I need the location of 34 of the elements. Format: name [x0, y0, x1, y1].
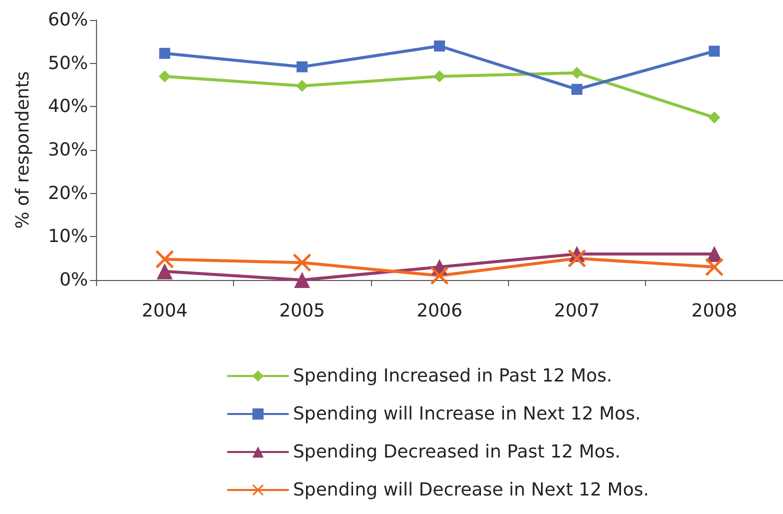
point: [294, 272, 310, 288]
point: [434, 40, 445, 52]
point: [708, 46, 720, 57]
x-tick-label: 2004: [142, 300, 188, 322]
point: [156, 250, 174, 268]
point: [159, 48, 170, 59]
point: [434, 70, 446, 82]
x-tick-label: 2007: [554, 300, 600, 322]
point: [705, 258, 724, 276]
y-tick-label: 50%: [48, 52, 88, 74]
y-tick-label: 30%: [48, 140, 88, 160]
x-tick-label: 2005: [279, 300, 326, 322]
point: [430, 266, 448, 285]
y-tick-label: 20%: [48, 182, 88, 204]
y-tick-label: 40%: [48, 96, 88, 118]
point: [296, 61, 308, 72]
point: [296, 80, 308, 92]
point: [570, 66, 583, 79]
point: [568, 249, 586, 268]
point: [158, 70, 171, 82]
y-axis-title: % of respondents: [12, 71, 34, 229]
x-tick-label: 2006: [416, 300, 462, 322]
point: [708, 112, 720, 124]
point: [571, 84, 582, 95]
y-tick-label: 0%: [59, 270, 88, 290]
point: [156, 263, 173, 280]
legend-label: Spending Decreased in Past 12 Mos.: [293, 442, 620, 462]
legend-label: Spending will Increase in Next 12 Mos.: [293, 404, 641, 424]
legend-label: Spending Increased in Past 12 Mos.: [293, 366, 612, 386]
y-tick-label: 10%: [48, 226, 88, 248]
y-tick-label: 60%: [48, 10, 88, 30]
point: [293, 254, 312, 272]
x-tick-label: 2008: [691, 300, 738, 322]
legend-label: Spending will Decrease in Next 12 Mos.: [293, 480, 649, 500]
